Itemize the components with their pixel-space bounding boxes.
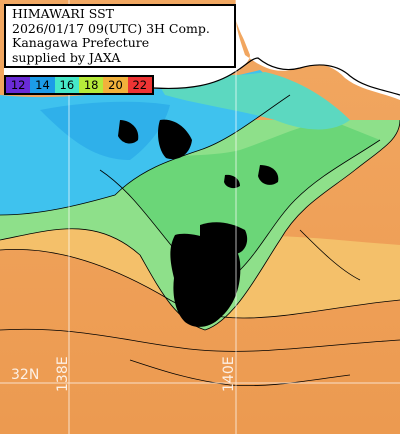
legend-segment-20: 20 <box>103 77 128 93</box>
color-legend: 12 14 16 18 20 22 <box>4 75 154 95</box>
cool-water-2 <box>40 101 170 160</box>
latitude-label: 32N <box>11 367 40 383</box>
title-line-4: supplied by JAXA <box>12 49 121 65</box>
legend-segment-18: 18 <box>78 77 104 93</box>
title-line-2: 2026/01/17 09(UTC) 3H Comp. <box>12 20 210 36</box>
coast-lobe <box>165 54 240 83</box>
cloud-patch-4 <box>118 120 139 144</box>
land-peninsula <box>236 0 400 95</box>
coastline <box>153 57 400 96</box>
cloud-patch-5 <box>258 165 279 185</box>
title-line-3: Kanagawa Prefecture <box>12 35 150 50</box>
legend-segment-16: 16 <box>54 77 79 93</box>
legend-segment-14: 14 <box>30 77 55 93</box>
cloud-patch-main <box>170 233 241 327</box>
cloud-patch-2 <box>200 222 248 254</box>
legend-segment-22: 22 <box>127 77 152 93</box>
longitude-label-140e: 140E <box>221 356 237 392</box>
cloud-patch-3 <box>158 119 192 160</box>
longitude-label-138e: 138E <box>55 356 71 392</box>
legend-segment-12: 12 <box>6 77 31 93</box>
title-box: HIMAWARI SST 2026/01/17 09(UTC) 3H Comp.… <box>4 4 236 68</box>
title-line-1: HIMAWARI SST <box>12 6 114 21</box>
